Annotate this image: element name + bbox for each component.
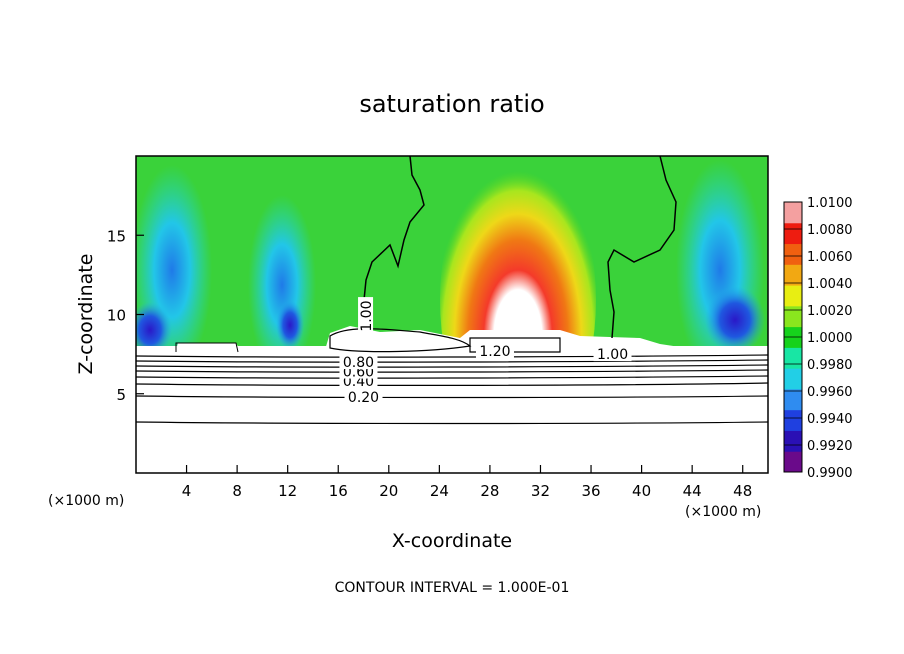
contour-label: 1.00 — [597, 347, 628, 363]
x-tick-label: 12 — [278, 482, 297, 500]
colorbar-band — [784, 347, 802, 369]
contour-label-bg — [339, 354, 378, 370]
contour-interval-note: CONTOUR INTERVAL = 1.000E-01 — [335, 580, 570, 596]
x-tick-label: 32 — [531, 482, 550, 500]
colorbar-label: 0.9980 — [807, 358, 853, 373]
colorbar-band — [784, 388, 802, 411]
colorbar-band — [784, 285, 802, 307]
x-tick-label: 4 — [182, 482, 192, 500]
contour-labels: 0.200.400.600.801.201.001.00 — [339, 297, 632, 406]
lower-region — [136, 346, 768, 473]
colorbar-label: 0.9920 — [807, 439, 853, 454]
x-axis-ticks: 4 8 12 16 20 24 28 32 36 40 44 48 — [182, 465, 752, 500]
x-unit-left: (×1000 m) — [48, 493, 124, 509]
colorbar-band — [784, 368, 802, 390]
chart-title: saturation ratio — [359, 90, 544, 118]
colorbar-band — [784, 430, 802, 452]
field-deep-left — [136, 302, 172, 358]
y-tick-label: 15 — [107, 227, 126, 245]
y-axis-title: Z-coordinate — [75, 254, 97, 375]
colorbar-band — [784, 243, 802, 265]
colorbar-label: 1.0000 — [807, 331, 853, 346]
contour-1.00-right — [607, 156, 677, 339]
x-tick-label: 48 — [733, 482, 752, 500]
x-axis-title: X-coordinate — [392, 530, 512, 552]
x-tick-label: 16 — [329, 482, 348, 500]
x-tick-label: 20 — [379, 482, 398, 500]
contour-label: 0.20 — [348, 390, 379, 406]
y-tick-label: 5 — [116, 386, 126, 404]
x-tick-label: 8 — [232, 482, 242, 500]
y-tick-label: 10 — [107, 307, 126, 325]
colorbar-label: 0.9900 — [807, 466, 853, 481]
contour-label: 1.00 — [359, 300, 375, 331]
colorbar-band — [784, 264, 802, 286]
x-tick-label: 24 — [430, 482, 449, 500]
x-unit-right: (×1000 m) — [685, 504, 761, 520]
contour-label: 1.20 — [479, 344, 510, 360]
plot-area — [136, 156, 768, 473]
colorbar-label: 1.0020 — [807, 304, 853, 319]
contour-label-bg — [475, 342, 514, 358]
colorbar-label: 1.0060 — [807, 250, 853, 265]
colorbar-band — [784, 409, 802, 431]
x-tick-label: 28 — [480, 482, 499, 500]
contour-label: 0.80 — [343, 355, 374, 371]
contour-1.00-blob — [175, 342, 239, 353]
field-deep-right — [705, 286, 765, 354]
colorbar-label: 1.0100 — [807, 196, 853, 211]
field-deep-mid — [276, 300, 304, 350]
colorbar-label: 0.9960 — [807, 385, 853, 400]
contour-label-bg — [358, 297, 374, 336]
y-axis-ticks: 5 10 15 — [107, 227, 144, 404]
x-tick-label: 44 — [683, 482, 702, 500]
colorbar-band — [784, 202, 802, 224]
colorbar-label: 1.0040 — [807, 277, 853, 292]
x-tick-label: 36 — [581, 482, 600, 500]
colorbar-band — [784, 222, 802, 245]
colorbar-band — [784, 451, 802, 473]
contour-1.00-left — [363, 156, 425, 330]
colorbar-label: 1.0080 — [807, 223, 853, 238]
contour-label-bg — [344, 388, 383, 404]
colorbar-band — [784, 305, 802, 328]
contour-label-bg — [593, 346, 632, 362]
colorbar-label: 0.9940 — [807, 412, 853, 427]
colorbar: 1.0100 1.0080 1.0060 1.0040 1.0020 1.0000 0.99… — [783, 196, 853, 481]
x-tick-label: 40 — [632, 482, 651, 500]
